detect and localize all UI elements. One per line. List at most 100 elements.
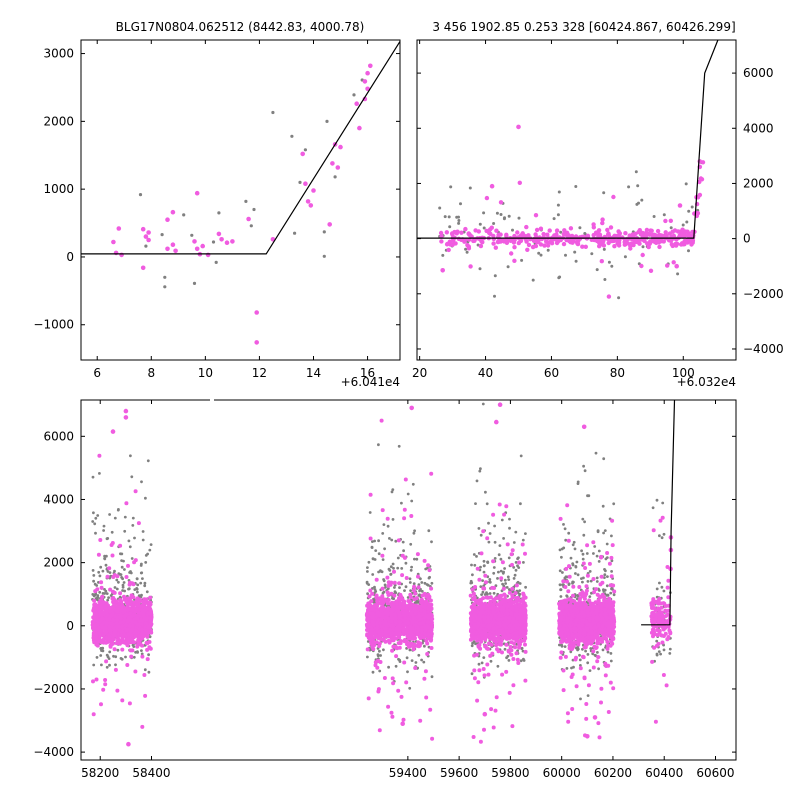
p3-pink-point [145, 631, 150, 636]
p3-gray-point [106, 655, 110, 659]
p2-gray-point [690, 205, 694, 209]
p3-xtick-label: 58200 [81, 766, 119, 780]
p3-pink-point [389, 710, 394, 715]
p3-gray-point [147, 670, 151, 674]
p3-gray-point [139, 564, 143, 567]
p2-pink-point [630, 242, 636, 247]
p3-pink-point [371, 605, 376, 610]
p3-pink-point [95, 614, 100, 619]
p2-pink-point [611, 194, 616, 200]
p3-gray-point [387, 665, 390, 669]
p3-gray-point [479, 467, 482, 471]
p3-gray-point [116, 648, 120, 652]
p3-xtick-label: 60200 [594, 766, 632, 780]
p2-pink-point [668, 218, 673, 223]
p2-pink-point [690, 229, 695, 235]
p2-gray-point [603, 278, 607, 281]
p3-gray-point [514, 561, 518, 564]
p2-pink-point [466, 231, 471, 236]
p3-gray-point [424, 567, 428, 571]
p2-ytick-label: −2000 [743, 287, 784, 301]
p2-pink-point [516, 124, 521, 130]
p3-pink-point [107, 566, 112, 571]
p1-xtick-label: 8 [147, 366, 155, 380]
p3-pink-point [122, 594, 126, 599]
p2-gray-point [537, 251, 541, 255]
p3-pink-point [412, 597, 417, 602]
p2-pink-point [561, 232, 566, 237]
p1-pink-point [111, 239, 116, 245]
p3-gray-point [92, 511, 95, 515]
p2-pink-point [669, 242, 674, 247]
p3-gray-point [141, 538, 145, 542]
p3-pink-point [119, 599, 124, 604]
p3-pink-point [385, 601, 390, 606]
p3-pink-point [133, 558, 138, 563]
p3-gray-point [121, 577, 124, 581]
p2-pink-point [656, 240, 662, 245]
p3-pink-point [411, 645, 416, 650]
p3-pink-point [380, 614, 385, 619]
p3-xtick-label: 59600 [440, 766, 478, 780]
p3-gray-point [387, 567, 391, 571]
p2-xtick-label: 20 [412, 366, 427, 380]
p3-pink-point [375, 629, 380, 634]
p3-gray-point [122, 581, 126, 584]
p3-pink-point [500, 672, 505, 677]
p1-pink-point [368, 63, 373, 69]
p2-pink-point [575, 241, 581, 247]
p2-gray-point [685, 220, 689, 224]
p2-pink-point [648, 228, 653, 233]
p2-gray-point [635, 202, 639, 206]
p3-pink-point [124, 501, 129, 506]
p3-pink-point [489, 707, 494, 712]
p3-gray-point [503, 578, 507, 582]
p2-pink-point [541, 231, 546, 237]
p3-pink-point [429, 586, 434, 591]
p3-gray-point [129, 454, 132, 458]
p3-pink-point [383, 630, 388, 635]
p3-gray-point [514, 568, 518, 572]
p3-gray-point [408, 577, 412, 581]
p1-gray-point [293, 231, 297, 235]
p3-xtick-label: 59800 [491, 766, 529, 780]
p1-pink-point [230, 239, 235, 244]
p3-gray-point [120, 565, 124, 569]
p3-gray-point [485, 502, 489, 506]
p1-xtick-label: 16 [360, 366, 375, 380]
p3-pink-point [140, 627, 144, 632]
p1-ytick-label: 0 [66, 250, 74, 264]
p3-pink-point [110, 553, 115, 558]
p3-pink-point [382, 634, 387, 639]
p2-pink-point [504, 232, 509, 237]
p3-pink-point [115, 574, 120, 579]
p3-gray-point [505, 656, 508, 660]
p3-pink-point [366, 619, 371, 624]
p3-pink-point [392, 593, 397, 598]
p3-pink-point [422, 591, 427, 596]
p3-pink-point [376, 596, 381, 601]
p2-pink-point [614, 238, 620, 243]
p2-gray-point [610, 264, 614, 268]
p3-pink-point [472, 653, 477, 658]
p3-gray-point [405, 656, 409, 660]
p2-pink-point [668, 238, 673, 243]
p2-pink-point [472, 238, 477, 243]
p2-pink-point [533, 213, 539, 218]
p3-pink-point [392, 635, 396, 640]
p3-pink-point [90, 620, 95, 624]
p2-pink-point [512, 245, 517, 250]
p3-pink-point [112, 590, 117, 595]
p3-gray-point [107, 596, 110, 599]
p3-gray-point [506, 575, 510, 579]
p3-xtick-label: 59400 [389, 766, 427, 780]
p3-gray-point [378, 669, 382, 673]
p3-pink-point [101, 687, 106, 692]
p3-gray-point [406, 492, 410, 496]
p3-gray-point [117, 508, 120, 511]
p3-gray-point [367, 560, 371, 564]
p2-pink-point [685, 229, 690, 234]
p2-gray-point [607, 260, 611, 264]
p2-pink-point [630, 232, 635, 237]
p3-pink-point [402, 660, 407, 665]
